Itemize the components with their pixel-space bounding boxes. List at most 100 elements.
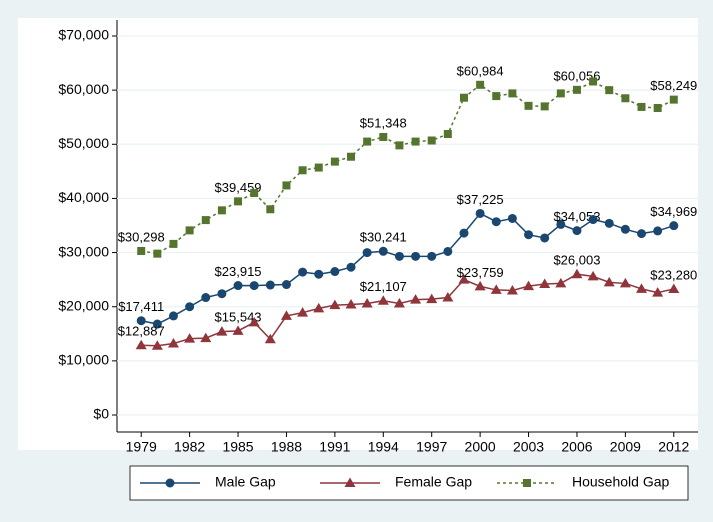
marker <box>443 129 452 138</box>
legend-label: Female Gap <box>395 474 472 490</box>
marker <box>411 137 420 146</box>
value-label: $60,056 <box>553 68 600 83</box>
marker <box>572 85 581 94</box>
marker <box>151 340 163 350</box>
marker <box>234 197 243 206</box>
y-tick-label: $70,000 <box>58 27 109 43</box>
marker <box>571 268 583 279</box>
y-tick-label: $50,000 <box>58 135 109 151</box>
legend-label: Household Gap <box>572 474 670 490</box>
marker <box>427 136 436 145</box>
marker <box>233 281 243 291</box>
marker <box>604 218 614 228</box>
marker <box>556 89 565 98</box>
marker <box>474 280 486 291</box>
marker <box>475 208 485 218</box>
marker <box>165 478 175 488</box>
y-tick-label: $60,000 <box>58 81 109 97</box>
marker <box>298 267 308 277</box>
marker <box>346 262 356 272</box>
value-label: $60,984 <box>457 63 504 78</box>
value-label: $12,887 <box>118 324 165 339</box>
marker <box>620 224 630 234</box>
marker <box>298 166 307 175</box>
marker <box>507 213 517 223</box>
marker <box>427 251 437 261</box>
marker <box>443 246 453 256</box>
marker <box>217 206 226 215</box>
marker <box>345 299 357 309</box>
marker <box>152 319 162 329</box>
marker <box>297 307 309 317</box>
marker <box>603 276 615 287</box>
x-tick-label: 2003 <box>513 439 544 455</box>
marker <box>572 226 582 236</box>
marker <box>555 277 567 288</box>
value-label: $17,411 <box>118 299 164 314</box>
marker <box>459 93 468 102</box>
x-tick-label: 1997 <box>416 439 447 455</box>
value-label: $15,543 <box>215 309 262 324</box>
marker <box>540 102 549 111</box>
marker <box>490 284 502 294</box>
marker <box>492 92 501 101</box>
marker <box>426 293 438 304</box>
marker <box>410 294 422 304</box>
marker <box>459 228 469 238</box>
marker <box>652 287 664 297</box>
marker <box>458 274 470 284</box>
marker <box>216 326 228 336</box>
x-tick-label: 2000 <box>465 439 496 455</box>
marker <box>362 248 372 258</box>
marker <box>669 221 679 231</box>
marker <box>508 89 517 98</box>
marker <box>379 132 388 141</box>
marker <box>636 283 648 293</box>
value-label: $21,107 <box>360 279 407 294</box>
marker <box>265 280 275 290</box>
marker <box>539 278 551 288</box>
x-tick-label: 1994 <box>368 439 399 455</box>
y-tick-label: $30,000 <box>58 243 109 259</box>
marker <box>363 137 372 146</box>
marker <box>669 95 678 104</box>
marker <box>556 219 566 229</box>
x-tick-label: 1982 <box>174 439 205 455</box>
marker <box>167 338 179 348</box>
x-tick-label: 2006 <box>561 439 592 455</box>
marker <box>637 229 647 239</box>
value-label: $37,225 <box>457 192 504 207</box>
marker <box>524 230 534 240</box>
marker <box>347 152 356 161</box>
y-tick-label: $0 <box>93 406 109 422</box>
value-label: $58,249 <box>650 78 697 93</box>
series-line <box>141 80 675 255</box>
marker <box>330 157 339 166</box>
value-label: $30,241 <box>360 230 407 245</box>
marker <box>248 316 260 327</box>
marker <box>589 77 598 86</box>
marker <box>377 295 389 305</box>
marker <box>264 333 276 344</box>
value-label: $23,280 <box>650 267 697 282</box>
marker <box>491 217 501 227</box>
marker <box>378 246 388 256</box>
marker <box>153 249 162 258</box>
x-tick-label: 2009 <box>610 439 641 455</box>
marker <box>411 251 421 261</box>
marker <box>395 141 404 150</box>
marker <box>668 283 680 293</box>
legend <box>129 465 689 501</box>
marker <box>280 310 292 320</box>
x-tick-label: 1991 <box>319 439 350 455</box>
value-label: $34,969 <box>650 204 697 219</box>
marker <box>653 226 663 236</box>
marker <box>361 297 373 308</box>
value-label: $39,459 <box>215 180 262 195</box>
marker <box>201 216 210 225</box>
marker <box>281 280 291 290</box>
marker <box>136 316 146 326</box>
marker <box>329 299 341 310</box>
value-label: $23,759 <box>457 265 504 280</box>
